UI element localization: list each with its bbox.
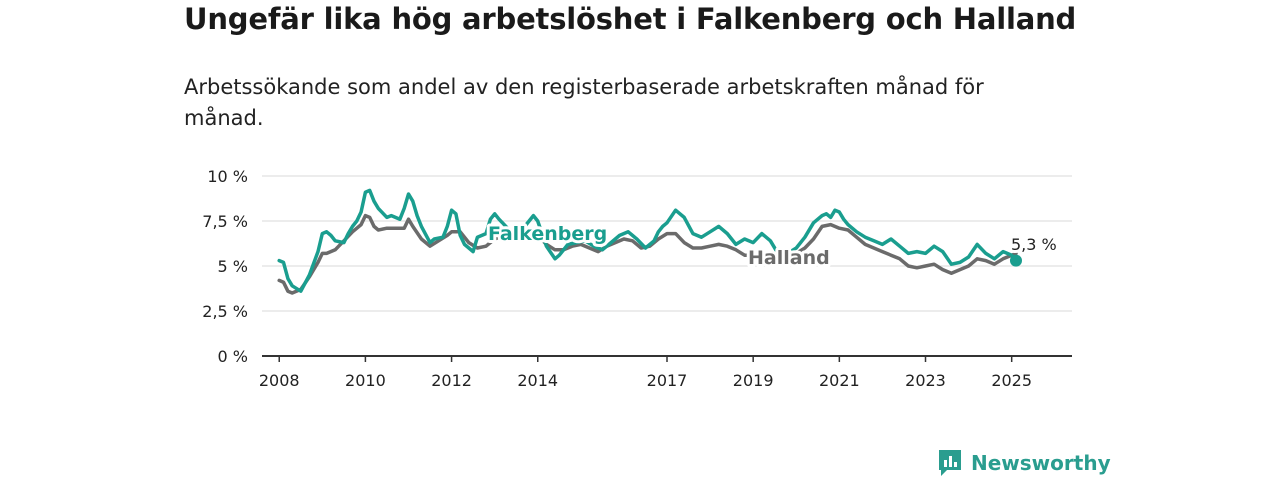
- last-value-label: 5,3 %: [1011, 235, 1057, 254]
- x-tick-label: 2023: [905, 371, 946, 390]
- chart-subtitle: Arbetssökande som andel av den registerb…: [184, 75, 984, 130]
- x-tick-label: 2019: [733, 371, 774, 390]
- y-tick-label: 2,5 %: [202, 302, 248, 321]
- gridlines: [262, 175, 1072, 312]
- y-tick-label: 0 %: [218, 347, 248, 366]
- x-tick-label: 2017: [647, 371, 688, 390]
- y-tick-label: 5 %: [218, 257, 248, 276]
- x-tick-label: 2008: [259, 371, 300, 390]
- newsworthy-logo: Newsworthy: [937, 448, 1111, 478]
- series-line-halland: [277, 213, 1018, 295]
- chart-title: Ungefär lika hög arbetslöshet i Falkenbe…: [184, 2, 1077, 36]
- newsworthy-logo-text: Newsworthy: [971, 451, 1111, 475]
- x-tick-label: 2025: [991, 371, 1032, 390]
- x-tick-label: 2010: [345, 371, 386, 390]
- series-label-halland: Halland: [748, 247, 830, 269]
- newsworthy-logo-icon: [939, 450, 961, 476]
- x-tick-label: 2012: [431, 371, 472, 390]
- series-labels: Falkenberg Halland 5,3 %: [485, 220, 1060, 272]
- series-label-falkenberg: Falkenberg: [488, 223, 607, 245]
- endpoint-marker-falkenberg: [1009, 254, 1022, 267]
- x-axis-ticks: 2008 2010 2012 2014 2017 2019 2021 2023 2025: [259, 355, 1072, 390]
- x-tick-label: 2021: [819, 371, 860, 390]
- y-tick-label: 10 %: [207, 167, 248, 186]
- series-lines: [277, 188, 1022, 295]
- y-axis-ticks: 0 % 2,5 % 5 % 7,5 % 10 %: [202, 167, 248, 366]
- series-line-falkenberg: [277, 188, 1018, 293]
- x-tick-label: 2014: [517, 371, 558, 390]
- y-tick-label: 7,5 %: [202, 212, 248, 231]
